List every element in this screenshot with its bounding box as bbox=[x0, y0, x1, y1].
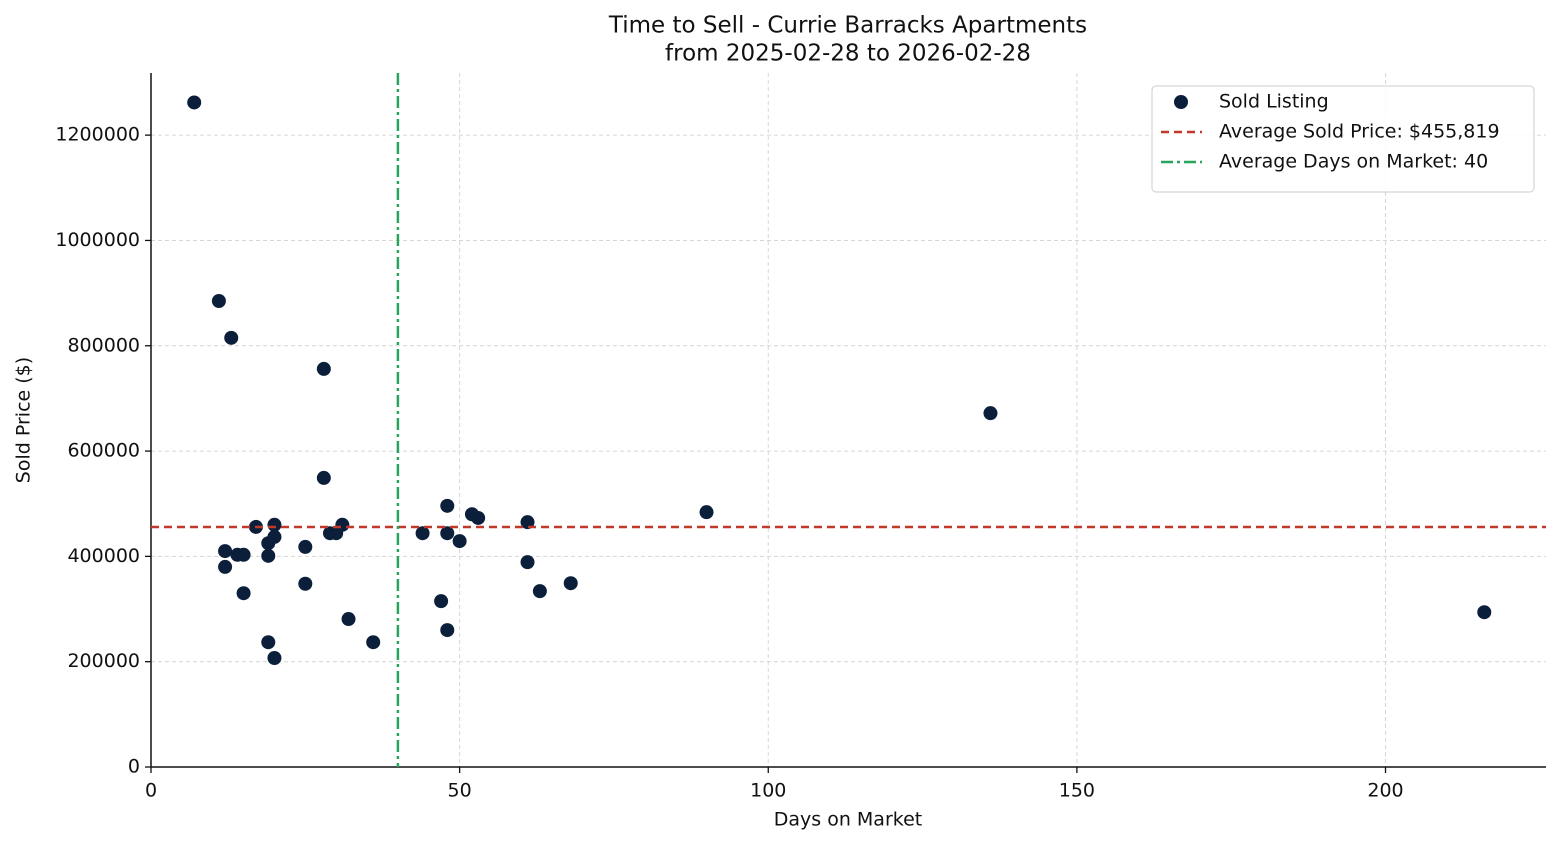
point bbox=[211, 293, 226, 308]
point bbox=[267, 651, 282, 666]
point bbox=[415, 526, 430, 541]
point bbox=[316, 470, 331, 485]
point bbox=[440, 526, 455, 541]
y-tick-label: 1200000 bbox=[55, 124, 140, 146]
y-tick-label: 0 bbox=[128, 756, 140, 778]
point bbox=[298, 576, 313, 591]
legend-marker bbox=[1174, 95, 1188, 109]
point bbox=[434, 594, 449, 609]
chart-subtitle: from 2025-02-28 to 2026-02-28 bbox=[665, 41, 1031, 67]
point bbox=[983, 406, 998, 421]
x-tick-label: 0 bbox=[145, 780, 157, 802]
y-axis-label: Sold Price ($) bbox=[13, 357, 35, 483]
x-tick-label: 50 bbox=[448, 780, 472, 802]
point bbox=[261, 536, 276, 551]
point bbox=[218, 544, 233, 559]
y-tick-label: 1000000 bbox=[55, 229, 140, 251]
point bbox=[261, 548, 276, 563]
point bbox=[532, 584, 547, 599]
x-axis-label: Days on Market bbox=[774, 809, 922, 831]
point bbox=[224, 330, 239, 345]
legend-label: Sold Listing bbox=[1219, 91, 1329, 113]
x-tick-label: 150 bbox=[1059, 780, 1095, 802]
point bbox=[187, 95, 202, 110]
y-tick-label: 400000 bbox=[67, 545, 140, 567]
legend-label: Average Sold Price: $455,819 bbox=[1219, 121, 1500, 143]
point bbox=[440, 623, 455, 638]
point bbox=[316, 361, 331, 376]
point bbox=[329, 526, 344, 541]
point bbox=[520, 555, 535, 570]
point bbox=[520, 515, 535, 530]
point bbox=[261, 635, 276, 650]
chart-title: Time to Sell - Currie Barracks Apartment… bbox=[608, 13, 1087, 39]
y-tick-label: 800000 bbox=[67, 334, 140, 356]
point bbox=[471, 510, 486, 525]
point bbox=[699, 505, 714, 520]
y-tick-label: 600000 bbox=[67, 440, 140, 462]
point bbox=[563, 576, 578, 591]
point bbox=[366, 635, 381, 650]
legend-box bbox=[1151, 85, 1535, 193]
point bbox=[267, 517, 282, 532]
x-tick-label: 200 bbox=[1367, 780, 1403, 802]
point bbox=[218, 559, 233, 574]
x-tick-label: 100 bbox=[750, 780, 786, 802]
point bbox=[236, 586, 251, 601]
point bbox=[1477, 605, 1492, 620]
point bbox=[341, 612, 356, 627]
legend-label: Average Days on Market: 40 bbox=[1219, 151, 1488, 173]
point bbox=[440, 498, 455, 513]
y-tick-label: 200000 bbox=[67, 650, 140, 672]
point bbox=[236, 547, 251, 562]
point bbox=[452, 534, 467, 549]
point bbox=[298, 539, 313, 554]
